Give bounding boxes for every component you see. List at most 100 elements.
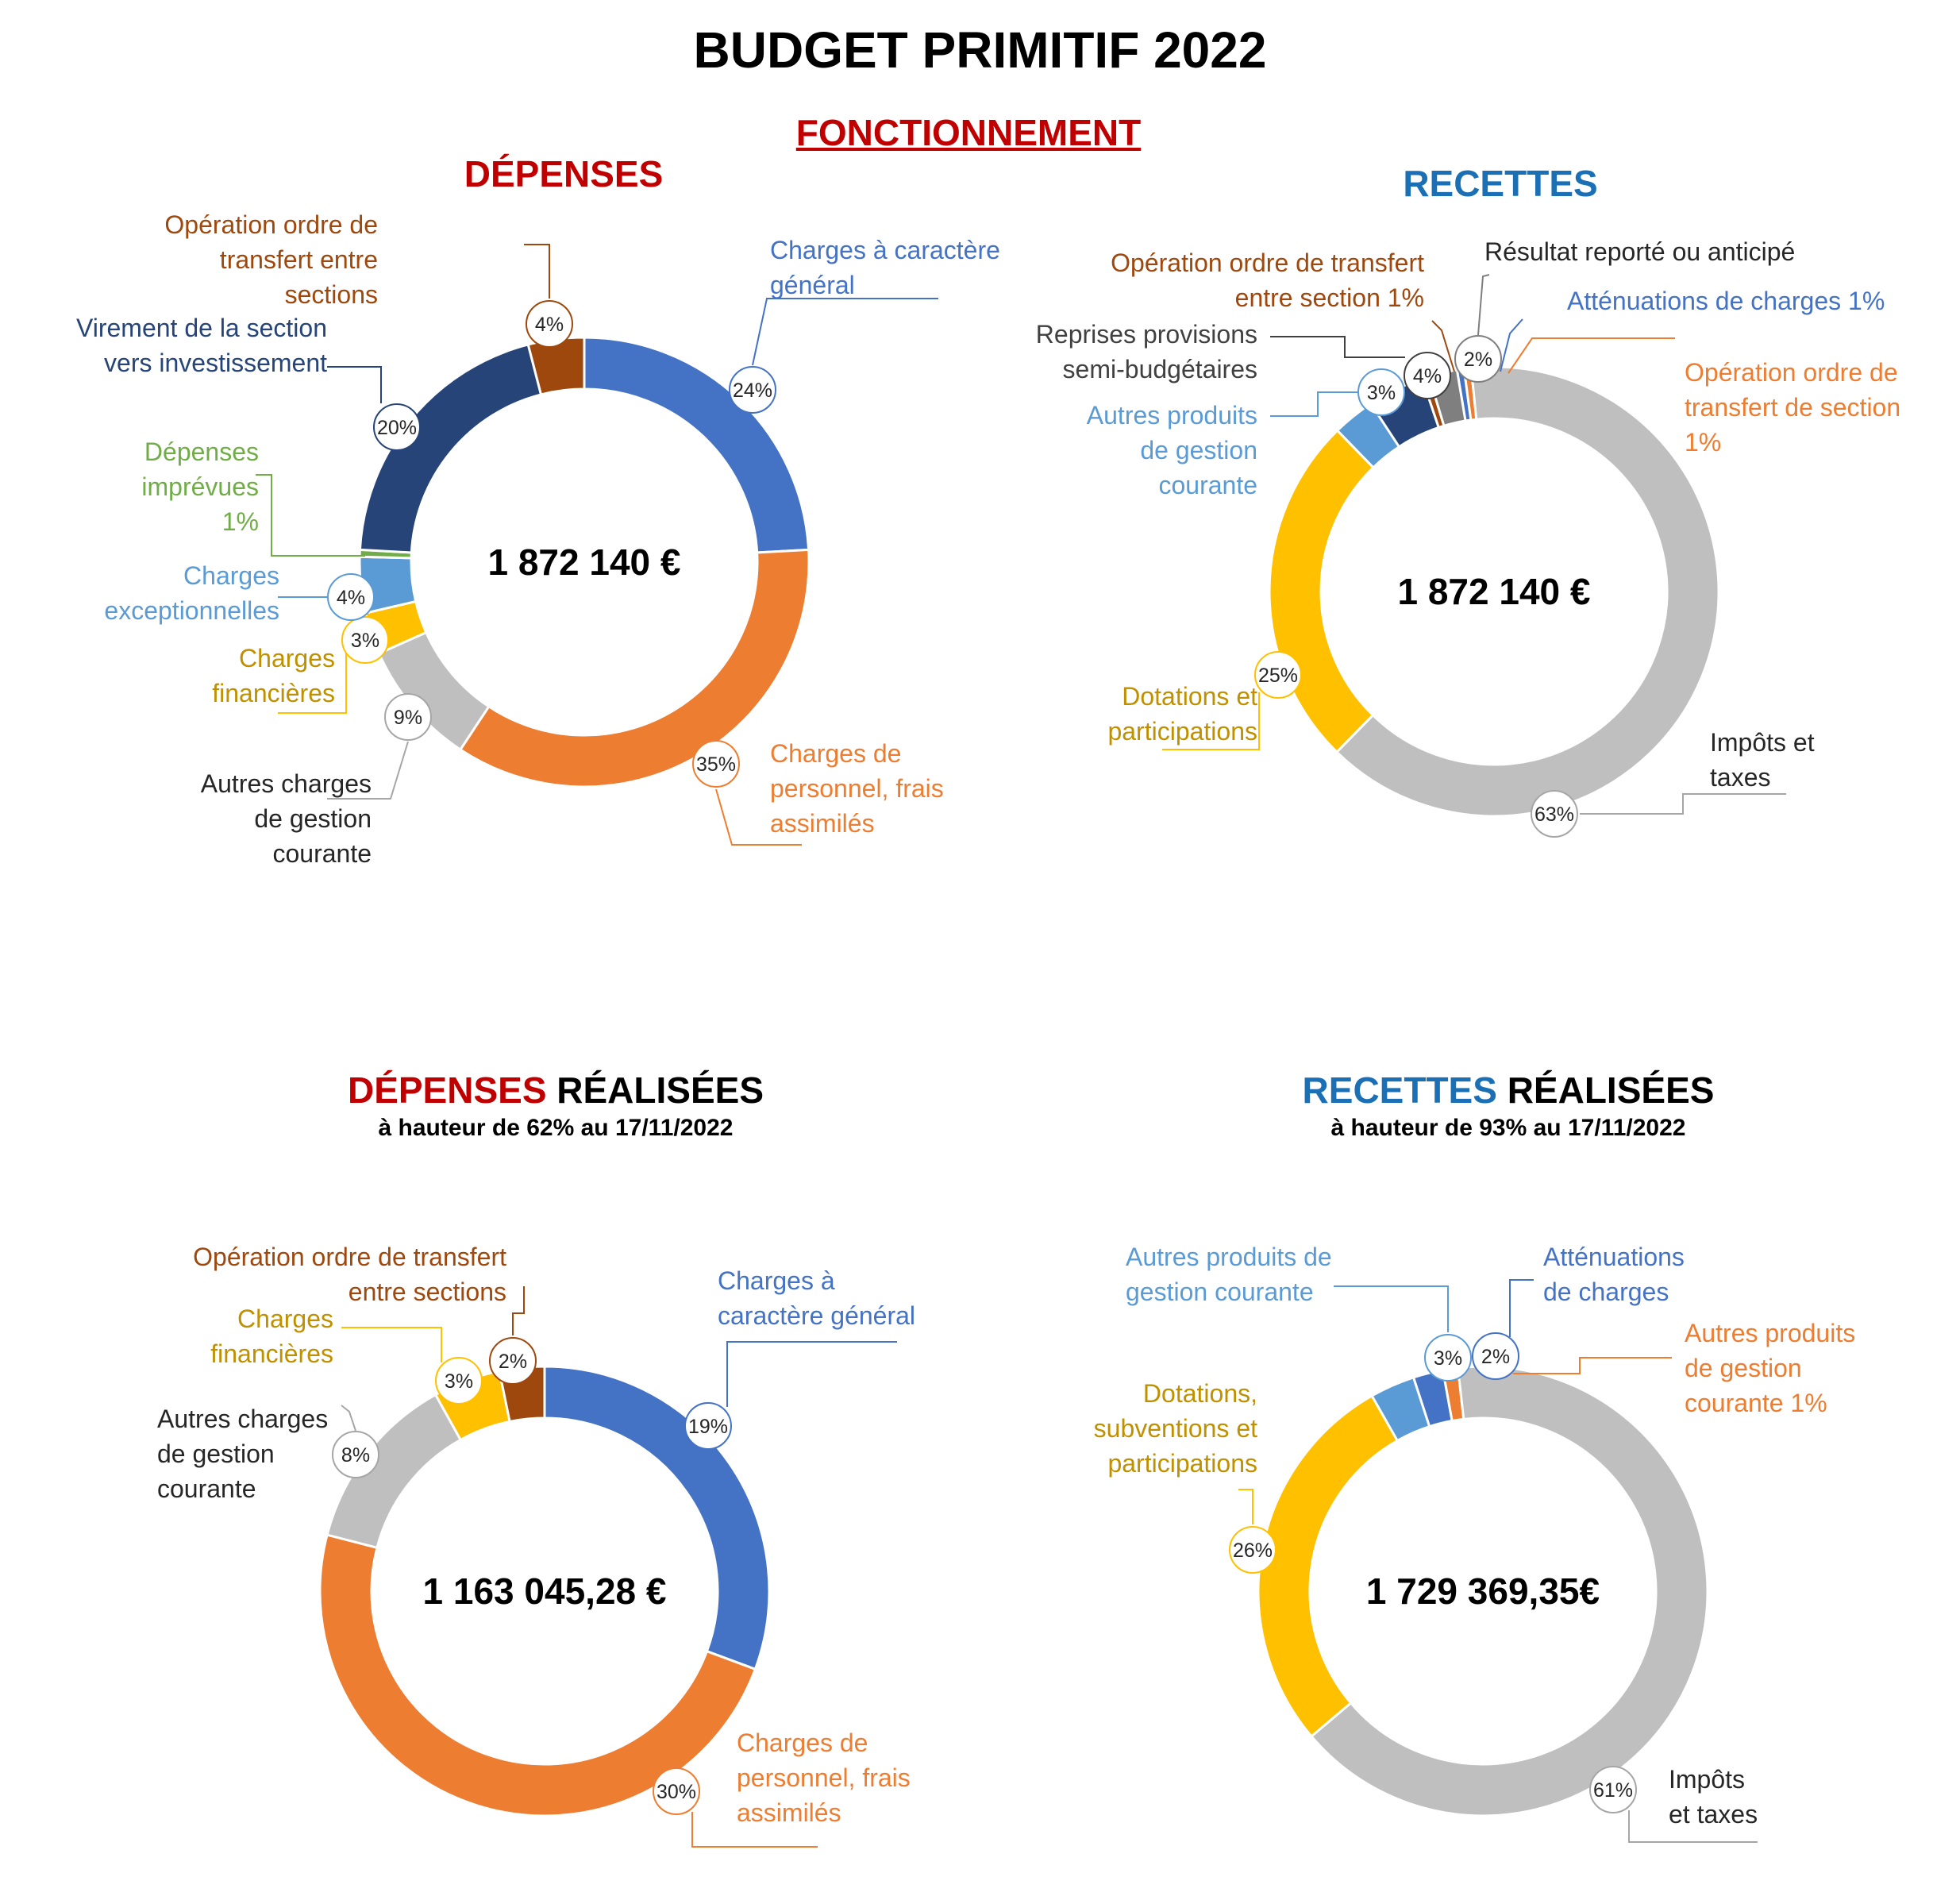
recettes-real-title-colored: RECETTES — [1302, 1069, 1497, 1111]
data-label: 19% — [688, 1416, 728, 1438]
category-label: Charges à caractère général — [718, 1266, 915, 1330]
leader-line — [1334, 1285, 1449, 1332]
percent-badge — [1424, 1334, 1472, 1382]
percent-badge — [1531, 790, 1578, 838]
page-title: BUDGET PRIMITIF 2022 — [693, 21, 1267, 79]
data-label: 3% — [1434, 1347, 1462, 1370]
category-label: Charges financières — [212, 644, 335, 707]
data-label: 63% — [1534, 804, 1574, 826]
category-label: Charges de personnel, frais assimilés — [737, 1728, 911, 1827]
category-label: Dotations et participations — [1107, 682, 1257, 746]
data-label: 24% — [733, 380, 772, 402]
leader-line — [1628, 1810, 1758, 1843]
category-label: Autres produits de gestion courante 1% — [1685, 1319, 1855, 1417]
leader-line — [1508, 337, 1675, 374]
leader-line — [524, 244, 550, 299]
category-label: Atténuations de charges — [1543, 1243, 1685, 1306]
data-label: 25% — [1258, 665, 1298, 687]
recettes_real-chart: 1 729 369,35€2%Atténuations de chargesAut… — [1094, 1243, 1855, 1843]
category-label: Dotations, subventions et participations — [1094, 1379, 1257, 1478]
category-label: Reprises provisions semi-budgétaires — [1036, 320, 1257, 383]
recettes-real-subtitle: à hauteur de 93% au 17/11/2022 — [1330, 1115, 1686, 1141]
section-title: FONCTIONNEMENT — [795, 112, 1142, 153]
percent-badge — [1229, 1526, 1277, 1574]
data-label: 2% — [499, 1351, 527, 1373]
data-label: 3% — [351, 630, 379, 652]
depenses-real-title-rest: RÉALISÉES — [546, 1069, 764, 1111]
leader-line — [752, 298, 938, 366]
data-label: 8% — [341, 1444, 370, 1466]
data-label: 30% — [657, 1781, 696, 1803]
recettes-real-title-rest: RÉALISÉES — [1496, 1069, 1715, 1111]
slice-charges-a-caractere-general — [543, 1365, 771, 1671]
percent-badge — [729, 366, 776, 414]
slice-dotations-subventions-et-participations — [1257, 1393, 1400, 1738]
data-label: 3% — [445, 1370, 473, 1393]
percent-badge — [1454, 335, 1502, 383]
category-label: Opération ordre de transfert entre section… — [164, 210, 378, 309]
data-label: 4% — [1413, 365, 1442, 387]
percent-badge — [1589, 1766, 1637, 1813]
data-label: 61% — [1593, 1779, 1633, 1802]
percent-badge — [526, 300, 573, 348]
category-label: Autres produits de gestion courante — [1126, 1243, 1332, 1306]
slice-dotations-et-participations — [1268, 429, 1376, 754]
center-total: 1 872 140 € — [487, 541, 680, 583]
percent-badge — [489, 1337, 537, 1385]
leader-line — [715, 788, 802, 846]
depenses-title: DÉPENSES — [464, 153, 664, 195]
slice-autres-produits-de-gestion-courante — [1370, 1375, 1431, 1443]
percent-badge — [692, 740, 740, 788]
center-total: 1 872 140 € — [1397, 571, 1590, 612]
leader-line — [1477, 274, 1490, 336]
percent-badge — [1254, 651, 1302, 699]
slice-charges-de-personnel-frais-assimiles — [318, 1533, 757, 1817]
category-label: Impôts et taxes — [1669, 1765, 1758, 1829]
depenses-real-subtitle: à hauteur de 62% au 17/11/2022 — [378, 1115, 734, 1141]
category-label: Virement de la section vers investissemen… — [76, 314, 327, 377]
slice-impots-et-taxes — [1309, 1365, 1709, 1817]
leader-line — [256, 474, 365, 557]
data-label: 9% — [394, 707, 422, 729]
leader-line — [341, 1327, 442, 1362]
leader-line — [726, 1341, 897, 1407]
slice-charges-a-caractere-general — [583, 336, 811, 554]
percent-badge — [384, 693, 432, 741]
leader-line — [1513, 1357, 1672, 1374]
category-label: Autres charges de gestion courante — [157, 1405, 328, 1503]
data-label: 4% — [535, 314, 564, 336]
category-label: Charges à caractère général — [770, 236, 1000, 299]
percent-badge — [653, 1767, 700, 1815]
data-label: 4% — [337, 587, 365, 609]
percent-badge — [332, 1431, 379, 1478]
leader-line — [512, 1286, 525, 1335]
depenses-real-title: DÉPENSES RÉALISÉES — [302, 1069, 810, 1112]
percent-badge — [373, 403, 421, 451]
category-label: Charges exceptionnelles — [104, 561, 279, 625]
leader-line — [1270, 391, 1357, 417]
recettes-title: RECETTES — [1403, 163, 1598, 204]
leader-line — [341, 1405, 356, 1432]
data-label: 20% — [377, 417, 417, 439]
percent-badge — [435, 1357, 483, 1405]
recettes-chart: 1 872 140 € Atténuations de charges 1% Opé… — [1036, 237, 1900, 838]
slice-charges-de-personnel-frais-assimiles — [458, 548, 811, 788]
data-label: 3% — [1367, 382, 1396, 404]
data-label: 35% — [696, 753, 736, 776]
category-label: Autres charges de gestion courante — [201, 769, 372, 868]
leader-line — [1500, 318, 1523, 372]
leader-line — [1431, 320, 1455, 372]
category-label: Résultat reporté ou anticipé — [1484, 237, 1795, 266]
data-label: 2% — [1481, 1346, 1510, 1368]
category-label: Opération ordre de transfert entre sectio… — [1111, 249, 1424, 312]
leader-line — [278, 640, 347, 714]
percent-badge — [1404, 352, 1451, 399]
category-label: Atténuations de charges 1% — [1567, 287, 1885, 315]
center-total: 1 729 369,35€ — [1366, 1570, 1600, 1612]
category-label: Dépenses imprévues 1% — [141, 437, 259, 536]
leader-line — [1509, 1279, 1534, 1337]
percent-badge — [1357, 368, 1405, 416]
depenses_real-chart: 1 163 045,28 € 19% Charges à caractère géné… — [157, 1243, 915, 1848]
